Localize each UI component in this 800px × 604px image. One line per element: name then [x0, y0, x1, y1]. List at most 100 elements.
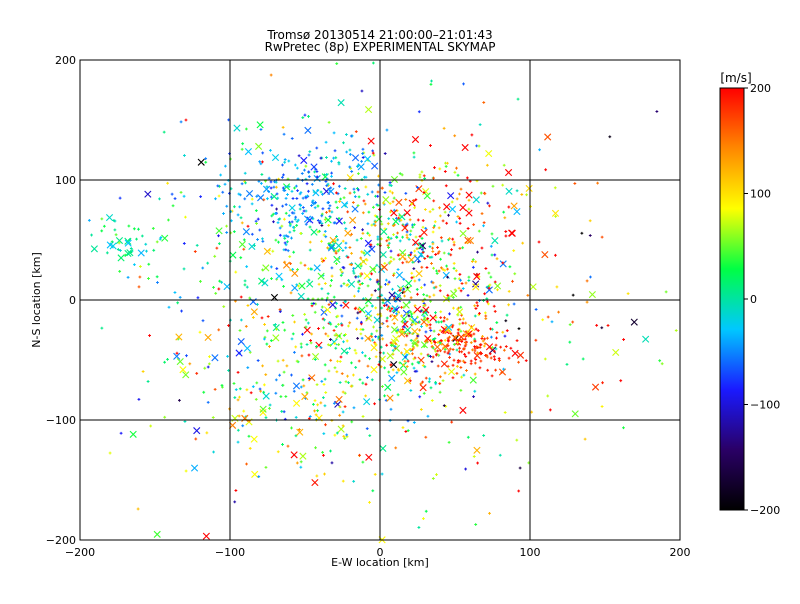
data-point [585, 300, 589, 304]
data-point [450, 200, 454, 204]
data-point [323, 363, 327, 367]
data-point [413, 369, 417, 373]
data-point [327, 369, 331, 373]
data-point [269, 73, 273, 77]
data-point [335, 395, 343, 403]
data-point [437, 320, 441, 324]
data-point [294, 345, 298, 349]
data-point [340, 270, 344, 274]
data-point [326, 182, 330, 186]
data-point [439, 257, 442, 261]
data-point [380, 222, 384, 226]
data-point [483, 292, 487, 296]
data-point [243, 344, 251, 352]
data-point [312, 202, 316, 206]
data-point [483, 311, 487, 315]
data-point [316, 204, 320, 208]
chart-subtitle: RwPretec (8p) EXPERIMENTAL SKYMAP [265, 40, 496, 54]
data-point [457, 306, 460, 310]
data-point [447, 296, 451, 300]
data-point [308, 225, 312, 229]
data-point [273, 180, 276, 184]
data-point [261, 237, 264, 241]
data-point [237, 414, 241, 418]
data-point [323, 318, 326, 322]
x-tick-label: 0 [377, 546, 384, 559]
data-point [479, 351, 483, 354]
data-point [370, 378, 374, 382]
data-point [241, 414, 249, 422]
data-point [242, 228, 250, 236]
data-point [432, 329, 436, 333]
data-point [364, 382, 368, 386]
data-point [264, 373, 268, 377]
data-point [396, 310, 400, 314]
data-point [234, 270, 238, 274]
data-point [438, 214, 442, 218]
data-point [483, 337, 487, 341]
data-point [345, 339, 349, 343]
data-point [329, 236, 337, 244]
data-point [223, 182, 227, 186]
data-point [188, 362, 192, 366]
data-point [339, 284, 343, 288]
colorbar-tick-label: −200 [750, 504, 780, 517]
data-point [418, 328, 421, 332]
data-point [418, 173, 422, 177]
data-point [319, 156, 323, 160]
data-point [516, 351, 525, 359]
data-point [427, 354, 430, 358]
data-point [477, 144, 481, 148]
data-point [353, 307, 357, 311]
data-point [495, 336, 498, 340]
data-point [472, 196, 480, 204]
data-point [310, 332, 314, 336]
data-point [335, 262, 338, 266]
data-point [408, 317, 412, 321]
data-point [286, 249, 290, 253]
data-point [166, 357, 169, 361]
data-point [330, 274, 334, 278]
data-point [452, 306, 455, 310]
data-point [464, 236, 472, 244]
data-point [352, 190, 356, 194]
data-point [445, 264, 448, 268]
data-point [438, 329, 442, 332]
data-point [344, 229, 352, 237]
data-point [504, 230, 508, 233]
data-point [224, 164, 227, 168]
data-point [321, 396, 325, 400]
data-point [299, 460, 303, 464]
data-point [278, 226, 282, 230]
data-point [277, 240, 280, 244]
data-point [546, 394, 550, 398]
data-point [344, 227, 348, 231]
data-point [369, 243, 373, 247]
data-point [236, 440, 240, 444]
data-point [350, 263, 353, 267]
data-point [233, 396, 237, 399]
data-point [386, 352, 394, 360]
data-point [526, 293, 530, 297]
data-point [144, 242, 148, 246]
data-point [268, 345, 271, 348]
data-point [358, 378, 362, 382]
data-point [365, 314, 373, 322]
data-point [330, 159, 333, 163]
data-point [420, 325, 423, 328]
data-point [401, 320, 404, 324]
data-point [342, 333, 346, 337]
data-point [358, 453, 361, 457]
data-point [243, 279, 247, 283]
data-point [237, 192, 241, 196]
data-point [242, 238, 246, 242]
data-point [300, 354, 304, 358]
data-point [433, 343, 441, 351]
data-point [322, 233, 326, 237]
data-point [482, 221, 486, 225]
data-point [182, 242, 186, 245]
data-point [226, 354, 229, 358]
data-point [473, 446, 481, 454]
data-point [292, 250, 296, 254]
data-point [166, 181, 170, 185]
